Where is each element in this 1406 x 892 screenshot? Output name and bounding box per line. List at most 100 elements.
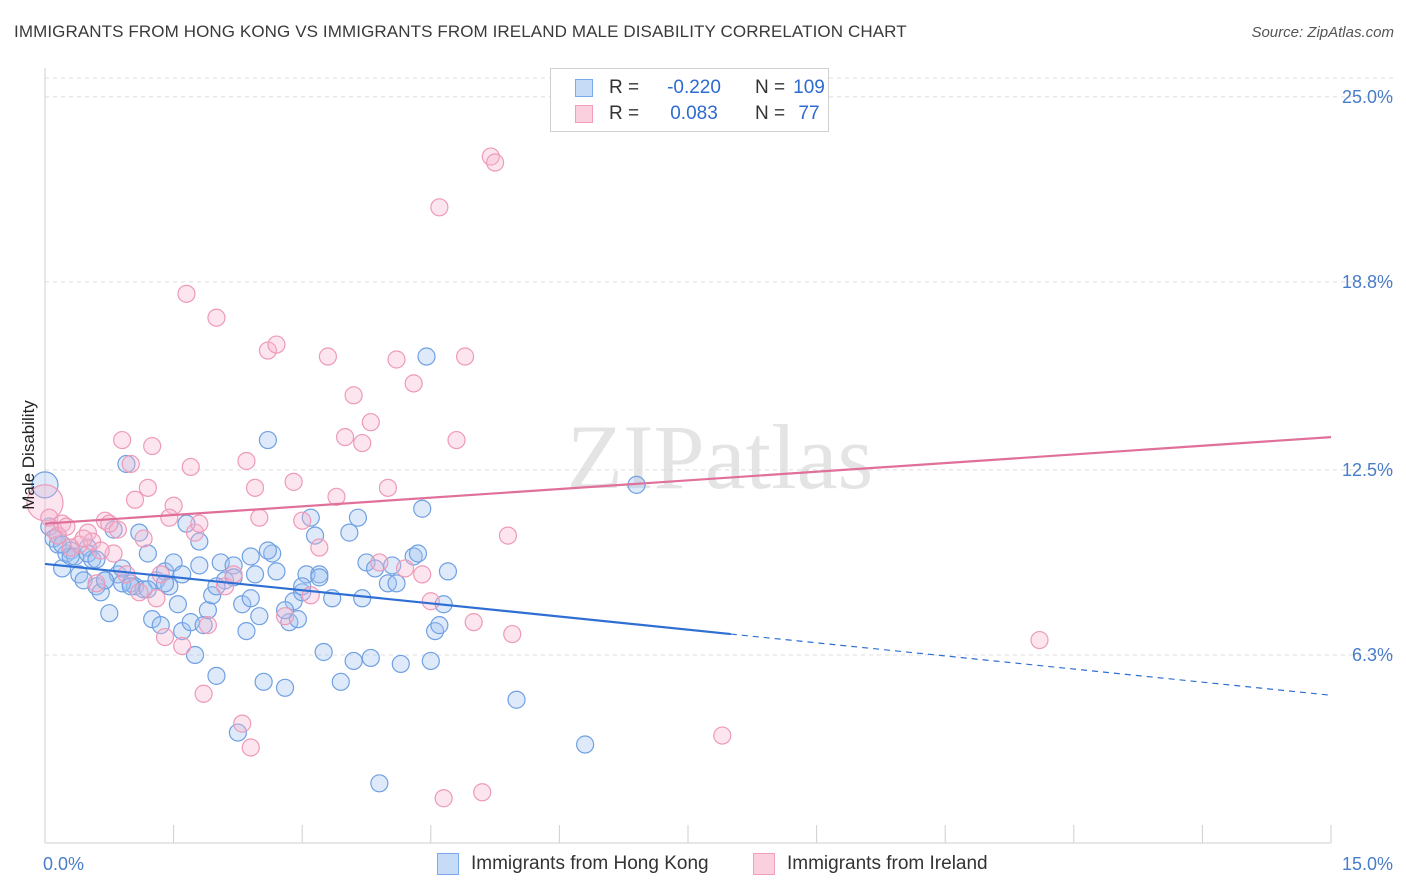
ireland-point <box>237 451 256 471</box>
watermark: ZIPatlas <box>567 406 874 508</box>
hong-kong-point <box>370 774 389 793</box>
hong-kong-point <box>408 544 428 563</box>
ireland-point <box>301 586 320 605</box>
ireland-point <box>57 517 76 536</box>
ireland-point <box>138 478 157 497</box>
axes <box>44 68 1332 844</box>
hong-kong-point <box>185 645 205 665</box>
hong-kong-trend-line <box>44 562 731 636</box>
y-tick-label: 6.3% <box>1352 645 1393 665</box>
hong-kong-point <box>254 672 273 691</box>
ireland-point <box>160 508 179 527</box>
ireland-point <box>344 386 363 405</box>
legend-n-value: 77 <box>798 103 820 124</box>
ireland-point <box>464 613 483 632</box>
bottom-legend-swatch-ireland <box>753 853 775 875</box>
hong-kong-point <box>275 601 295 620</box>
hong-kong-point <box>207 666 226 685</box>
ireland-point <box>318 347 338 366</box>
bottom-legend-label: Immigrants from Hong Kong <box>471 853 709 874</box>
hong-kong-point <box>258 541 278 560</box>
legend-r-label: R = <box>609 77 640 98</box>
ireland-point <box>173 636 192 656</box>
ireland-point <box>353 433 372 453</box>
hong-kong-point <box>507 690 526 709</box>
legend-r-label: R = <box>609 103 640 124</box>
ireland-point <box>233 714 252 733</box>
hong-kong-point <box>250 607 269 626</box>
hong-kong-point <box>91 583 110 602</box>
legend-swatch-hong-kong <box>575 79 593 97</box>
ireland-point <box>181 457 200 477</box>
source-label: Source: ZipAtlas.com <box>1251 24 1394 41</box>
ireland-point <box>327 487 346 506</box>
legend-n-label: N = <box>755 103 786 124</box>
y-tick-label: 25.0% <box>1342 87 1393 107</box>
ireland-point <box>245 478 265 497</box>
ireland-point <box>121 454 140 474</box>
hong-kong-point <box>198 601 217 620</box>
series-ireland-points <box>26 147 1049 808</box>
ireland-point <box>194 684 213 703</box>
legend-r-value: 0.083 <box>670 103 718 124</box>
hong-kong-point <box>241 547 260 566</box>
hong-kong-point <box>100 604 119 623</box>
hong-kong-point <box>348 508 368 527</box>
ireland-point <box>503 624 522 644</box>
hong-kong-point <box>228 723 247 742</box>
hong-kong-point <box>417 347 436 366</box>
y-axis-label: Male Disability <box>19 400 38 510</box>
hong-kong-point <box>190 532 209 551</box>
trend-lines <box>44 436 1332 696</box>
ireland-point <box>113 430 132 450</box>
ireland-point <box>1030 630 1049 650</box>
ireland-point <box>335 428 355 447</box>
bottom-legend-label: Immigrants from Ireland <box>787 853 988 874</box>
hong-kong-point <box>203 586 222 605</box>
hong-kong-point <box>430 616 449 635</box>
ireland-point <box>207 308 226 327</box>
hong-kong-point <box>275 678 295 697</box>
ireland-point <box>395 559 415 578</box>
hong-kong-point <box>344 651 363 671</box>
ireland-point <box>185 523 205 542</box>
ireland-point <box>87 574 106 593</box>
ireland-point <box>378 478 398 497</box>
ireland-point <box>198 616 217 635</box>
hong-kong-point <box>576 735 595 754</box>
hong-kong-trend-extension <box>730 633 1332 696</box>
hong-kong-point <box>258 430 278 450</box>
hong-kong-point <box>194 616 213 635</box>
hong-kong-point <box>151 616 170 635</box>
ireland-point <box>421 592 440 611</box>
ireland-point <box>310 538 329 557</box>
legend-n-value: 109 <box>793 77 825 98</box>
legend-n-label: N = <box>755 77 786 98</box>
hong-kong-point <box>305 526 325 545</box>
hong-kong-point <box>155 574 175 593</box>
hong-kong-point <box>391 654 410 674</box>
hong-kong-point <box>310 568 329 587</box>
ireland-point <box>155 627 175 647</box>
legend-swatch-ireland <box>575 105 593 123</box>
ireland-point <box>413 565 432 584</box>
chart-title: IMMIGRANTS FROM HONG KONG VS IMMIGRANTS … <box>14 22 907 41</box>
ireland-point <box>498 526 518 545</box>
tick-labels: 6.3% 12.5% 18.8% 25.0% 0.0% 15.0% <box>43 87 1393 874</box>
ireland-point <box>224 565 243 584</box>
bottom-legend-swatch-hong-kong <box>437 853 459 875</box>
hong-kong-point <box>314 642 333 662</box>
ireland-point <box>147 589 166 608</box>
hong-kong-point <box>267 562 286 581</box>
ireland-trend-line <box>44 436 1332 525</box>
hong-kong-point <box>438 562 458 581</box>
stats-legend: R = -0.220 N = 109 R = 0.083 N = 77 <box>550 68 829 132</box>
ireland-point <box>361 413 380 432</box>
ireland-point <box>190 514 209 533</box>
ireland-point <box>434 789 453 808</box>
hong-kong-point <box>387 574 406 593</box>
y-tick-label: 18.8% <box>1342 272 1393 292</box>
legend-r-value: -0.220 <box>667 77 721 98</box>
ireland-point <box>473 783 492 802</box>
